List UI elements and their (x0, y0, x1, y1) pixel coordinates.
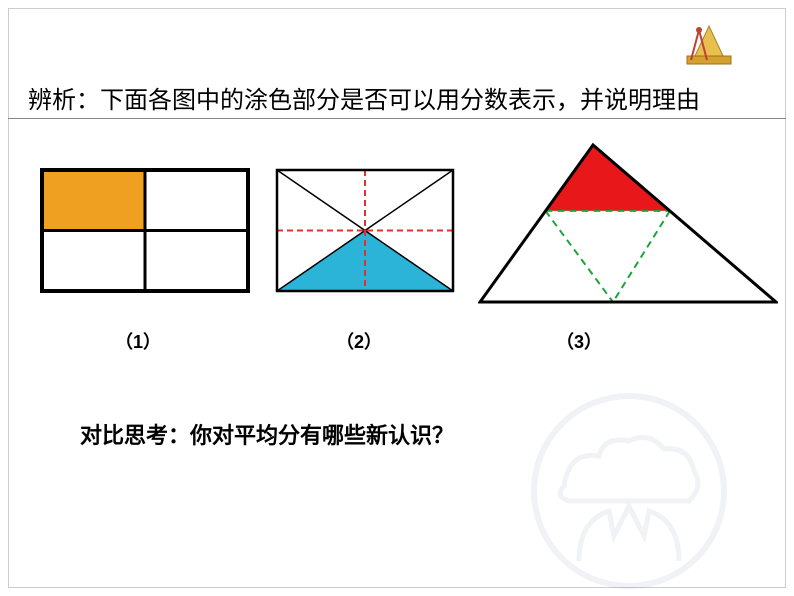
figures-row (40, 158, 754, 338)
label-1: （1） (115, 328, 161, 354)
figure-2-envelope (275, 168, 455, 298)
question-text: 辨析：下面各图中的涂色部分是否可以用分数表示，并说明理由 (28, 80, 700, 115)
figure-1-grid (40, 168, 250, 298)
figure-3-triangle (478, 140, 778, 310)
math-tools-icon (679, 18, 739, 68)
watermark-icon (499, 391, 759, 591)
label-3: （3） (556, 328, 602, 354)
label-2: （2） (336, 328, 382, 354)
horizontal-divider (8, 118, 786, 119)
followup-question: 对比思考：你对平均分有哪些新认识？ (80, 418, 454, 450)
